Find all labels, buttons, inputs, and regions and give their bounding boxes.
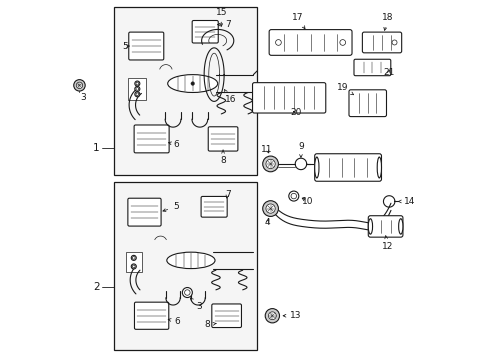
Text: 10: 10	[301, 197, 312, 206]
FancyBboxPatch shape	[114, 182, 257, 350]
Text: 8: 8	[220, 150, 225, 165]
Text: 21: 21	[382, 68, 394, 77]
Text: 7: 7	[224, 190, 230, 199]
Text: 12: 12	[381, 236, 392, 251]
FancyBboxPatch shape	[314, 154, 381, 181]
Circle shape	[184, 290, 190, 295]
FancyBboxPatch shape	[134, 125, 169, 153]
Ellipse shape	[314, 157, 318, 178]
Circle shape	[268, 312, 276, 320]
Text: 3: 3	[80, 93, 86, 102]
Circle shape	[190, 82, 194, 85]
Circle shape	[135, 86, 140, 91]
Text: 16: 16	[224, 90, 236, 104]
FancyBboxPatch shape	[201, 197, 227, 217]
Circle shape	[264, 309, 279, 323]
Text: 8: 8	[204, 320, 216, 329]
FancyBboxPatch shape	[252, 83, 325, 113]
FancyBboxPatch shape	[367, 216, 402, 237]
Ellipse shape	[166, 252, 215, 269]
Text: 1: 1	[93, 143, 100, 153]
Circle shape	[132, 265, 135, 268]
Circle shape	[135, 92, 140, 97]
Circle shape	[136, 82, 139, 85]
Text: 6: 6	[168, 316, 180, 325]
Text: 9: 9	[298, 141, 303, 157]
Text: 15: 15	[215, 8, 226, 26]
Text: 2: 2	[93, 282, 100, 292]
FancyBboxPatch shape	[208, 127, 237, 151]
Circle shape	[131, 264, 136, 269]
FancyBboxPatch shape	[192, 21, 218, 43]
Text: 7: 7	[217, 20, 230, 29]
Text: 3: 3	[190, 298, 202, 311]
Text: 17: 17	[291, 13, 305, 29]
FancyBboxPatch shape	[362, 32, 401, 53]
Circle shape	[275, 40, 281, 45]
Ellipse shape	[167, 75, 217, 93]
FancyBboxPatch shape	[353, 59, 390, 76]
Text: 13: 13	[283, 311, 301, 320]
Circle shape	[136, 93, 139, 96]
Circle shape	[288, 191, 298, 201]
Circle shape	[136, 87, 139, 90]
Circle shape	[182, 288, 192, 297]
Text: 14: 14	[397, 197, 414, 206]
Text: 6: 6	[168, 140, 179, 149]
FancyBboxPatch shape	[114, 7, 257, 175]
FancyBboxPatch shape	[127, 198, 161, 226]
Text: 20: 20	[290, 108, 302, 117]
Circle shape	[290, 193, 296, 199]
Circle shape	[265, 204, 275, 213]
Ellipse shape	[398, 219, 402, 234]
Circle shape	[265, 159, 275, 168]
FancyBboxPatch shape	[125, 252, 142, 272]
Circle shape	[76, 82, 82, 89]
FancyBboxPatch shape	[268, 30, 351, 55]
Circle shape	[391, 40, 396, 45]
Text: 5: 5	[122, 41, 129, 50]
Text: 18: 18	[381, 13, 392, 30]
Circle shape	[131, 255, 136, 260]
FancyBboxPatch shape	[348, 90, 386, 117]
Text: 19: 19	[336, 83, 353, 95]
Circle shape	[339, 40, 345, 45]
FancyBboxPatch shape	[211, 304, 241, 328]
Ellipse shape	[376, 157, 381, 178]
Text: 5: 5	[163, 202, 179, 211]
FancyBboxPatch shape	[134, 302, 168, 329]
Circle shape	[74, 80, 85, 91]
Text: 4: 4	[264, 219, 269, 228]
Circle shape	[132, 256, 135, 259]
Ellipse shape	[367, 219, 372, 234]
Circle shape	[262, 156, 278, 172]
Text: 11: 11	[261, 145, 272, 154]
FancyBboxPatch shape	[128, 32, 163, 60]
FancyBboxPatch shape	[128, 78, 146, 100]
Circle shape	[262, 201, 278, 216]
Circle shape	[135, 81, 140, 86]
